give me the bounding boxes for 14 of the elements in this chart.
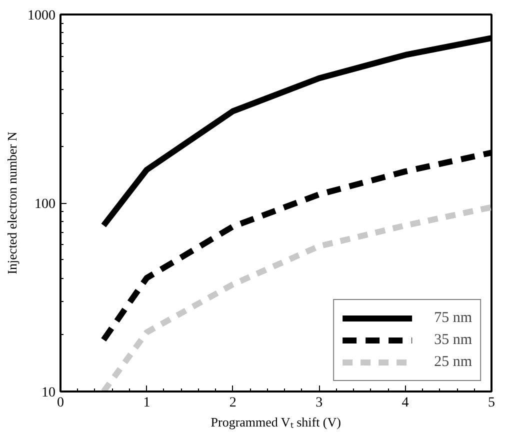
legend-label: 35 nm <box>434 332 472 348</box>
x-tick-label: 0 <box>57 396 64 410</box>
x-axis-title: Programmed Vₜ shift (V) <box>210 414 341 430</box>
y-tick-label: 100 <box>34 197 56 212</box>
x-tick-label: 4 <box>402 396 409 410</box>
legend-label: 25 nm <box>434 354 472 370</box>
x-tick-label: 3 <box>316 396 323 410</box>
y-tick-label: 1000 <box>28 8 56 24</box>
legend-label: 75 nm <box>434 310 472 326</box>
y-axis-title: Injected electron number N <box>4 131 20 274</box>
x-tick-label: 1 <box>143 396 150 410</box>
y-tick-label: 10 <box>42 386 56 400</box>
x-tick-label: 2 <box>229 396 236 410</box>
x-tick-label: 5 <box>488 396 495 410</box>
